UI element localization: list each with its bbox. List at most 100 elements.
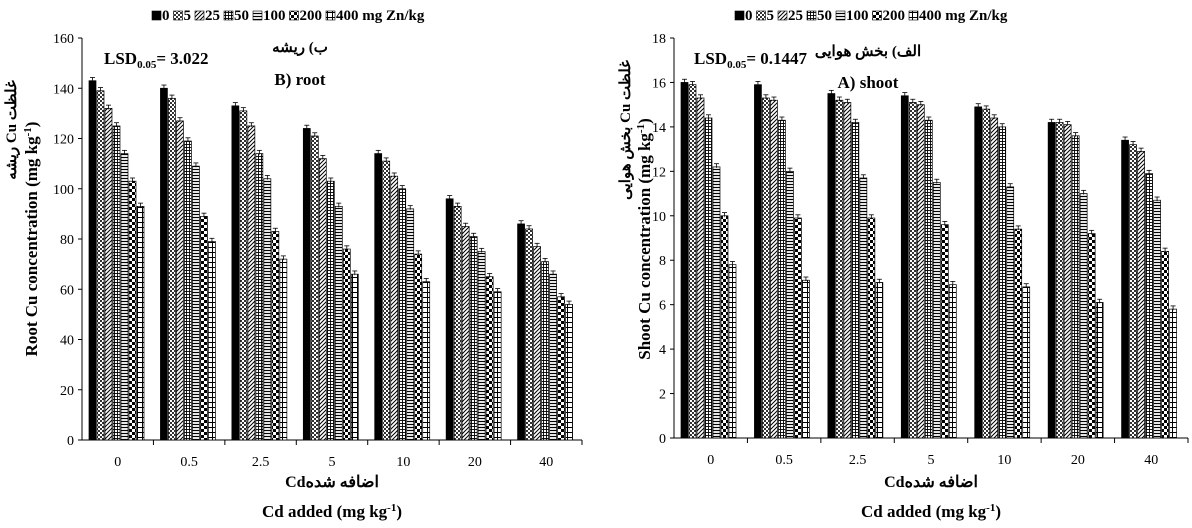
bar bbox=[390, 175, 399, 441]
panel-title-en: A) shoot bbox=[838, 73, 899, 92]
bar bbox=[422, 281, 431, 441]
bar bbox=[998, 126, 1007, 439]
legend-swatch bbox=[173, 10, 183, 21]
bar bbox=[940, 224, 949, 439]
chart-panel-root: 0 5 25 50 100 200 400 mg Zn/kg0204060801001201… bbox=[4, 8, 583, 521]
bar bbox=[1006, 186, 1015, 439]
y-tick-label: 6 bbox=[659, 299, 666, 314]
bar bbox=[712, 166, 721, 439]
y-tick-label: 160 bbox=[53, 32, 74, 47]
legend: 0 5 25 50 100 200 400 mg Zn/kg bbox=[151, 8, 425, 24]
y-tick-label: 0 bbox=[659, 432, 666, 447]
bar bbox=[932, 182, 941, 439]
bar bbox=[1079, 193, 1088, 439]
bar bbox=[916, 104, 925, 439]
bar bbox=[469, 236, 478, 441]
bar bbox=[786, 170, 794, 439]
bar bbox=[350, 273, 359, 441]
bar bbox=[859, 177, 868, 439]
bar bbox=[1169, 308, 1177, 439]
panel-title-fa: الف) بخش هوایی bbox=[815, 44, 921, 60]
bar bbox=[493, 291, 502, 441]
legend: 0 5 25 50 100 200 400 mg Zn/kg bbox=[734, 8, 1008, 24]
y-axis-label: Shoot Cu concentration (mg kg-1) bbox=[635, 118, 654, 360]
bar bbox=[794, 217, 802, 439]
legend-label: 400 mg Zn/kg bbox=[919, 8, 1008, 24]
bar bbox=[908, 102, 917, 439]
legend-label: 25 bbox=[205, 8, 220, 24]
x-tick-label: 0 bbox=[114, 455, 121, 470]
bar bbox=[128, 180, 137, 441]
bar bbox=[112, 125, 121, 441]
legend-swatch bbox=[806, 10, 817, 21]
x-tick-label: 5 bbox=[928, 453, 935, 468]
x-axis-label: Cd added (mg kg-1) bbox=[262, 502, 402, 521]
x-tick-label: 0.5 bbox=[775, 453, 793, 468]
legend-label: 50 bbox=[817, 8, 832, 24]
bar bbox=[406, 208, 415, 441]
legend-swatch bbox=[252, 10, 263, 21]
x-tick-label: 2.5 bbox=[849, 453, 867, 468]
y-tick-label: 20 bbox=[60, 384, 74, 399]
legend-label: 100 bbox=[846, 8, 869, 24]
bar bbox=[342, 248, 351, 441]
bar bbox=[754, 84, 762, 439]
bar bbox=[247, 125, 256, 441]
y-tick-label: 60 bbox=[60, 283, 74, 298]
bar bbox=[827, 93, 836, 439]
bar bbox=[720, 215, 729, 439]
x-tick-label: 10 bbox=[396, 455, 410, 470]
y-axis-label: Root Cu concentration (mg kg-1) bbox=[22, 122, 41, 357]
bar bbox=[302, 128, 311, 441]
bar bbox=[239, 110, 248, 441]
bar bbox=[843, 102, 852, 439]
legend-label: 5 bbox=[767, 8, 775, 24]
bar bbox=[1153, 199, 1161, 439]
bar bbox=[1137, 150, 1145, 439]
bar bbox=[279, 258, 288, 441]
legend-label: 25 bbox=[788, 8, 803, 24]
lsd-label: LSD0.05= 0.1447 bbox=[694, 49, 808, 71]
bar bbox=[1087, 233, 1096, 439]
bar bbox=[762, 97, 770, 439]
bar bbox=[802, 279, 810, 439]
legend-swatch bbox=[908, 10, 919, 21]
y-tick-label: 12 bbox=[652, 165, 666, 180]
bar bbox=[770, 99, 778, 439]
bar bbox=[445, 198, 454, 441]
legend-swatch bbox=[872, 10, 882, 21]
bar bbox=[271, 231, 280, 441]
bar bbox=[688, 84, 697, 439]
bar bbox=[477, 251, 486, 441]
bar bbox=[1121, 139, 1129, 439]
bar bbox=[517, 223, 525, 441]
legend-label: 50 bbox=[234, 8, 249, 24]
x-tick-label: 20 bbox=[468, 455, 482, 470]
legend-label: 5 bbox=[184, 8, 192, 24]
bar bbox=[263, 178, 272, 441]
bar bbox=[728, 264, 737, 439]
y-tick-label: 120 bbox=[53, 133, 74, 148]
bar bbox=[525, 228, 533, 441]
bar bbox=[875, 282, 884, 439]
bar bbox=[255, 153, 264, 441]
y-tick-label: 10 bbox=[652, 210, 666, 225]
bar bbox=[208, 241, 216, 441]
bar bbox=[1095, 302, 1104, 439]
bar bbox=[96, 90, 105, 441]
bar bbox=[867, 217, 876, 439]
legend-swatch bbox=[151, 10, 162, 21]
bar bbox=[1161, 250, 1169, 439]
bar bbox=[120, 153, 129, 441]
bar bbox=[485, 276, 494, 441]
bar bbox=[1129, 144, 1137, 439]
y-tick-label: 14 bbox=[652, 121, 666, 136]
bar bbox=[990, 117, 999, 439]
bar bbox=[192, 165, 200, 441]
bar bbox=[318, 158, 327, 441]
y-tick-label: 18 bbox=[652, 32, 666, 47]
x-tick-label: 40 bbox=[539, 455, 553, 470]
bar bbox=[136, 205, 145, 441]
bar bbox=[778, 119, 786, 439]
legend-swatch bbox=[734, 10, 745, 21]
